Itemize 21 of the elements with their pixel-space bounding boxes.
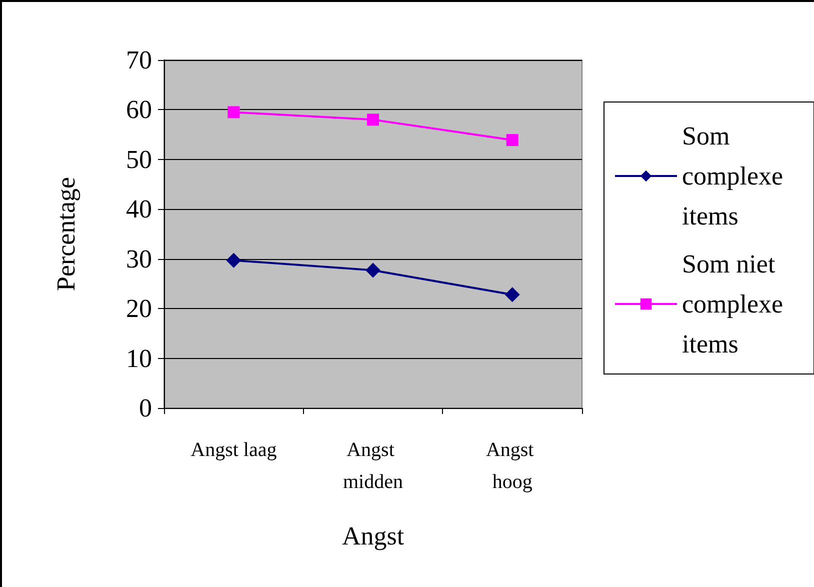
x-tick-label: Angst laag (190, 439, 277, 461)
y-tick-label: 0 (139, 394, 152, 422)
y-tick-label: 60 (126, 95, 152, 124)
y-tick-label: 70 (126, 46, 152, 74)
point (367, 114, 379, 126)
x-tick-label: Angst hoog (486, 439, 539, 493)
point (366, 262, 380, 278)
point (504, 287, 520, 302)
x-axis-title: Angst (342, 522, 405, 550)
point (228, 106, 240, 118)
legend-label: Som complexe items (682, 122, 790, 230)
y-tick-label: 10 (126, 344, 152, 373)
point (506, 134, 518, 146)
y-tick-label: 20 (126, 294, 152, 324)
y-axis-title: Percentage (52, 176, 80, 292)
y-tick-label: 40 (126, 194, 152, 224)
y-tick-label: 50 (126, 144, 152, 174)
legend-label: Som niet complexe items (682, 250, 790, 358)
y-tick-label: 30 (126, 244, 152, 274)
x-tick-label: Angst midden (343, 439, 403, 493)
point (226, 252, 242, 268)
